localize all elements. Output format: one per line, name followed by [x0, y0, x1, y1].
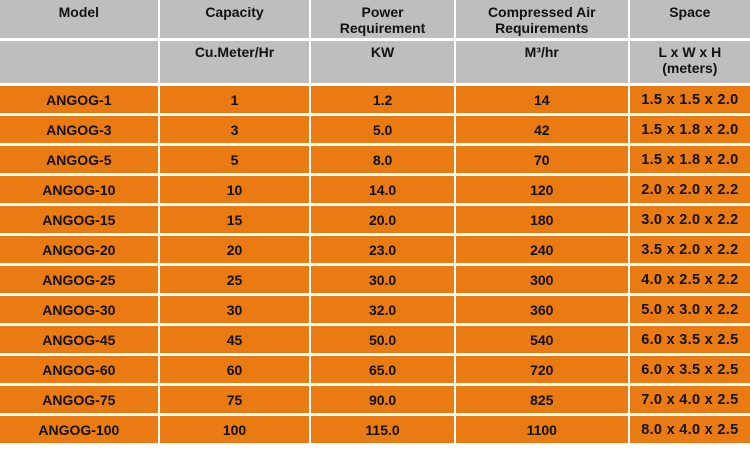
- table-row: ANGOG-60 60 65.0 720 6.0 x 3.5 x 2.5: [0, 356, 750, 383]
- power-cell: 30.0: [311, 266, 454, 293]
- table-row: ANGOG-75 75 90.0 825 7.0 x 4.0 x 2.5: [0, 386, 750, 413]
- compressed-air-cell: 1100: [455, 416, 628, 443]
- model-cell: ANGOG-5: [0, 146, 158, 173]
- table-row: ANGOG-100 100 115.0 1100 8.0 x 4.0 x 2.5: [0, 416, 750, 443]
- model-cell: ANGOG-75: [0, 386, 158, 413]
- model-cell: ANGOG-25: [0, 266, 158, 293]
- header-compressed-air: Compressed Air Requirements: [455, 0, 628, 38]
- space-cell: 3.5 x 2.0 x 2.2: [629, 236, 750, 263]
- capacity-cell: 45: [159, 326, 310, 353]
- compressed-air-cell: 240: [455, 236, 628, 263]
- power-cell: 115.0: [311, 416, 454, 443]
- space-cell: 1.5 x 1.5 x 2.0: [629, 86, 750, 113]
- unit-space: L x W x H (meters): [629, 41, 750, 83]
- space-cell: 3.0 x 2.0 x 2.2: [629, 206, 750, 233]
- compressed-air-cell: 120: [455, 176, 628, 203]
- compressed-air-cell: 825: [455, 386, 628, 413]
- power-cell: 14.0: [311, 176, 454, 203]
- capacity-cell: 1: [159, 86, 310, 113]
- model-cell: ANGOG-30: [0, 296, 158, 323]
- unit-space-label: L x W x H (meters): [658, 44, 722, 76]
- power-cell: 20.0: [311, 206, 454, 233]
- space-cell: 1.5 x 1.8 x 2.0: [629, 146, 750, 173]
- model-cell: ANGOG-20: [0, 236, 158, 263]
- capacity-cell: 5: [159, 146, 310, 173]
- header-row-titles: Model Capacity Power Requirement Compress…: [0, 0, 750, 38]
- model-cell: ANGOG-100: [0, 416, 158, 443]
- power-cell: 1.2: [311, 86, 454, 113]
- table-row: ANGOG-30 30 32.0 360 5.0 x 3.0 x 2.2: [0, 296, 750, 323]
- compressed-air-cell: 42: [455, 116, 628, 143]
- unit-capacity-label: Cu.Meter/Hr: [194, 44, 275, 60]
- capacity-cell: 20: [159, 236, 310, 263]
- unit-power-label: KW: [370, 44, 395, 60]
- table-row: ANGOG-3 3 5.0 42 1.5 x 1.8 x 2.0: [0, 116, 750, 143]
- space-cell: 4.0 x 2.5 x 2.2: [629, 266, 750, 293]
- table-row: ANGOG-20 20 23.0 240 3.5 x 2.0 x 2.2: [0, 236, 750, 263]
- header-capacity-label: Capacity: [205, 4, 264, 20]
- unit-model: [0, 41, 158, 83]
- unit-compressed-air: M³/hr: [455, 41, 628, 83]
- power-cell: 5.0: [311, 116, 454, 143]
- capacity-cell: 60: [159, 356, 310, 383]
- model-cell: ANGOG-15: [0, 206, 158, 233]
- compressed-air-cell: 14: [455, 86, 628, 113]
- compressed-air-cell: 180: [455, 206, 628, 233]
- spec-table: Model Capacity Power Requirement Compress…: [0, 0, 750, 443]
- compressed-air-cell: 70: [455, 146, 628, 173]
- table-row: ANGOG-1 1 1.2 14 1.5 x 1.5 x 2.0: [0, 86, 750, 113]
- power-cell: 8.0: [311, 146, 454, 173]
- model-cell: ANGOG-10: [0, 176, 158, 203]
- table-row: ANGOG-45 45 50.0 540 6.0 x 3.5 x 2.5: [0, 326, 750, 353]
- header-space-label: Space: [669, 4, 711, 20]
- table-row: ANGOG-5 5 8.0 70 1.5 x 1.8 x 2.0: [0, 146, 750, 173]
- header-space: Space: [629, 0, 750, 38]
- capacity-cell: 75: [159, 386, 310, 413]
- space-cell: 6.0 x 3.5 x 2.5: [629, 326, 750, 353]
- power-cell: 65.0: [311, 356, 454, 383]
- header-power-label: Power Requirement: [339, 4, 426, 36]
- capacity-cell: 25: [159, 266, 310, 293]
- space-cell: 6.0 x 3.5 x 2.5: [629, 356, 750, 383]
- table-row: ANGOG-15 15 20.0 180 3.0 x 2.0 x 2.2: [0, 206, 750, 233]
- capacity-cell: 15: [159, 206, 310, 233]
- unit-power: KW: [311, 41, 454, 83]
- space-cell: 5.0 x 3.0 x 2.2: [629, 296, 750, 323]
- compressed-air-cell: 540: [455, 326, 628, 353]
- header-capacity: Capacity: [159, 0, 310, 38]
- power-cell: 90.0: [311, 386, 454, 413]
- power-cell: 50.0: [311, 326, 454, 353]
- space-cell: 1.5 x 1.8 x 2.0: [629, 116, 750, 143]
- header-model: Model: [0, 0, 158, 38]
- power-cell: 32.0: [311, 296, 454, 323]
- capacity-cell: 3: [159, 116, 310, 143]
- header-model-label: Model: [58, 4, 100, 20]
- table-header: Model Capacity Power Requirement Compress…: [0, 0, 750, 83]
- space-cell: 7.0 x 4.0 x 2.5: [629, 386, 750, 413]
- model-cell: ANGOG-1: [0, 86, 158, 113]
- compressed-air-cell: 360: [455, 296, 628, 323]
- header-compressed-air-label: Compressed Air Requirements: [487, 4, 596, 36]
- power-cell: 23.0: [311, 236, 454, 263]
- unit-compressed-air-label: M³/hr: [524, 44, 559, 60]
- header-power: Power Requirement: [311, 0, 454, 38]
- model-cell: ANGOG-45: [0, 326, 158, 353]
- header-row-units: Cu.Meter/Hr KW M³/hr L x W x H (meters): [0, 41, 750, 83]
- compressed-air-cell: 300: [455, 266, 628, 293]
- table-body: ANGOG-1 1 1.2 14 1.5 x 1.5 x 2.0 ANGOG-3 3 5.0 4…: [0, 86, 750, 443]
- model-cell: ANGOG-3: [0, 116, 158, 143]
- unit-capacity: Cu.Meter/Hr: [159, 41, 310, 83]
- capacity-cell: 10: [159, 176, 310, 203]
- capacity-cell: 30: [159, 296, 310, 323]
- model-cell: ANGOG-60: [0, 356, 158, 383]
- compressed-air-cell: 720: [455, 356, 628, 383]
- space-cell: 2.0 x 2.0 x 2.2: [629, 176, 750, 203]
- space-cell: 8.0 x 4.0 x 2.5: [629, 416, 750, 443]
- table-row: ANGOG-25 25 30.0 300 4.0 x 2.5 x 2.2: [0, 266, 750, 293]
- table-row: ANGOG-10 10 14.0 120 2.0 x 2.0 x 2.2: [0, 176, 750, 203]
- capacity-cell: 100: [159, 416, 310, 443]
